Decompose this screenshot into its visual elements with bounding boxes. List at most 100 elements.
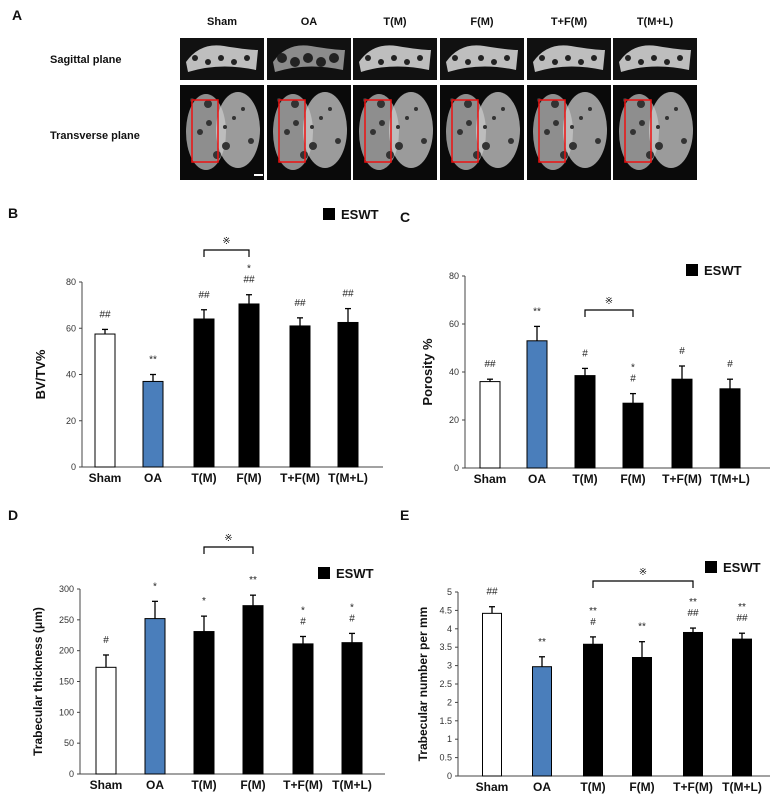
sagittal-image [180, 38, 264, 80]
significance-mark: # [103, 635, 109, 646]
comparison-symbol: ※ [605, 296, 613, 307]
x-tick-label: Sham [90, 778, 123, 792]
y-axis-label: Trabecular number per mm [416, 607, 430, 762]
bar-sham [482, 612, 502, 777]
bar-oa [142, 380, 164, 468]
significance-mark: ** [738, 602, 746, 613]
significance-mark: * [631, 363, 635, 374]
y-tick-label: 100 [59, 707, 74, 717]
y-tick-label: 20 [449, 415, 459, 425]
chart-panel-b: B020406080BV/TV%Sham##OA**T(M)##F(M)*##T… [8, 205, 383, 485]
scale-bar [254, 174, 263, 176]
charts: B020406080BV/TV%Sham##OA**T(M)##F(M)*##T… [8, 205, 770, 794]
significance-mark: ** [589, 606, 597, 617]
significance-mark: # [349, 613, 355, 624]
y-tick-label: 3 [447, 661, 452, 671]
legend-label: ESWT [336, 566, 374, 581]
x-tick-label: OA [146, 778, 164, 792]
column-label: T+F(M) [551, 16, 588, 28]
transverse-image [180, 85, 264, 180]
x-tick-label: T+F(M) [673, 780, 713, 794]
bar-sham [95, 666, 117, 775]
legend-swatch [323, 208, 335, 220]
significance-mark: ** [533, 306, 541, 317]
x-tick-label: T(M) [191, 471, 216, 485]
bar-t-m- [193, 318, 215, 468]
panel-label: E [400, 507, 409, 523]
x-tick-label: F(M) [240, 778, 265, 792]
y-axis-label: BV/TV% [33, 349, 48, 399]
sagittal-image [613, 38, 697, 80]
y-axis-label: Porosity % [420, 338, 435, 406]
significance-mark: * [153, 581, 157, 592]
region-of-interest-box [278, 99, 306, 163]
significance-mark: ## [484, 359, 496, 370]
column-label: F(M) [470, 16, 494, 28]
bar-t-f-m- [683, 631, 703, 777]
significance-mark: * [247, 264, 251, 275]
y-tick-label: 0 [71, 462, 76, 472]
y-tick-label: 60 [66, 323, 76, 333]
comparison-symbol: ※ [222, 236, 230, 247]
row-label: Sagittal plane [50, 54, 122, 66]
bar-sham [94, 333, 116, 468]
significance-mark: ** [689, 597, 697, 608]
significance-mark: # [727, 359, 733, 370]
x-tick-label: T(M) [580, 780, 605, 794]
x-tick-label: Sham [476, 780, 509, 794]
column-label: T(M+L) [637, 16, 674, 28]
bar-f-m- [622, 402, 644, 469]
bar-t-m- [583, 643, 603, 777]
column-label: T(M) [383, 16, 407, 28]
bar-t-m- [574, 375, 596, 469]
x-tick-label: F(M) [629, 780, 654, 794]
x-tick-label: T(M+L) [332, 778, 372, 792]
transverse-image [613, 85, 697, 180]
legend-swatch [686, 264, 698, 276]
significance-mark: # [590, 617, 596, 628]
bar-sham [479, 381, 501, 469]
significance-mark: ** [249, 575, 257, 586]
bar-oa [526, 340, 548, 469]
panel-label: C [400, 209, 410, 225]
y-tick-label: 80 [66, 277, 76, 287]
x-tick-label: T+F(M) [280, 471, 320, 485]
y-tick-label: 200 [59, 646, 74, 656]
x-tick-label: OA [533, 780, 551, 794]
y-axis-label: Trabecular thickness (μm) [31, 607, 45, 756]
significance-mark: ## [198, 290, 210, 301]
comparison-bracket [584, 309, 634, 317]
bar-t-m-l- [337, 321, 359, 468]
row-label: Transverse plane [50, 130, 140, 142]
y-tick-label: 300 [59, 584, 74, 594]
column-label: OA [301, 16, 318, 28]
significance-mark: ** [149, 355, 157, 366]
significance-mark: ** [538, 637, 546, 648]
y-tick-label: 0.5 [439, 753, 452, 763]
x-tick-label: T+F(M) [283, 778, 323, 792]
sagittal-image [267, 38, 351, 80]
y-tick-label: 0 [454, 463, 459, 473]
y-tick-label: 0 [69, 769, 74, 779]
significance-mark: ** [638, 622, 646, 633]
y-tick-label: 1 [447, 734, 452, 744]
significance-mark: # [679, 346, 685, 357]
legend-label: ESWT [341, 207, 379, 222]
x-tick-label: F(M) [236, 471, 261, 485]
y-tick-label: 2 [447, 697, 452, 707]
transverse-image [353, 85, 437, 180]
region-of-interest-box [364, 99, 392, 163]
region-of-interest-box [538, 99, 566, 163]
legend-label: ESWT [704, 263, 742, 278]
panel-label: B [8, 205, 18, 221]
legend-swatch [705, 561, 717, 573]
transverse-image [440, 85, 524, 180]
significance-mark: ## [486, 587, 498, 598]
y-tick-label: 40 [66, 370, 76, 380]
y-tick-label: 20 [66, 416, 76, 426]
chart-panel-e: E 0 0.5 1 1.5 2 2.5 3 3.5 4 4.5 5 Trabecular number … [400, 507, 770, 794]
y-tick-label: 80 [449, 271, 459, 281]
bar-f-m- [242, 605, 264, 775]
